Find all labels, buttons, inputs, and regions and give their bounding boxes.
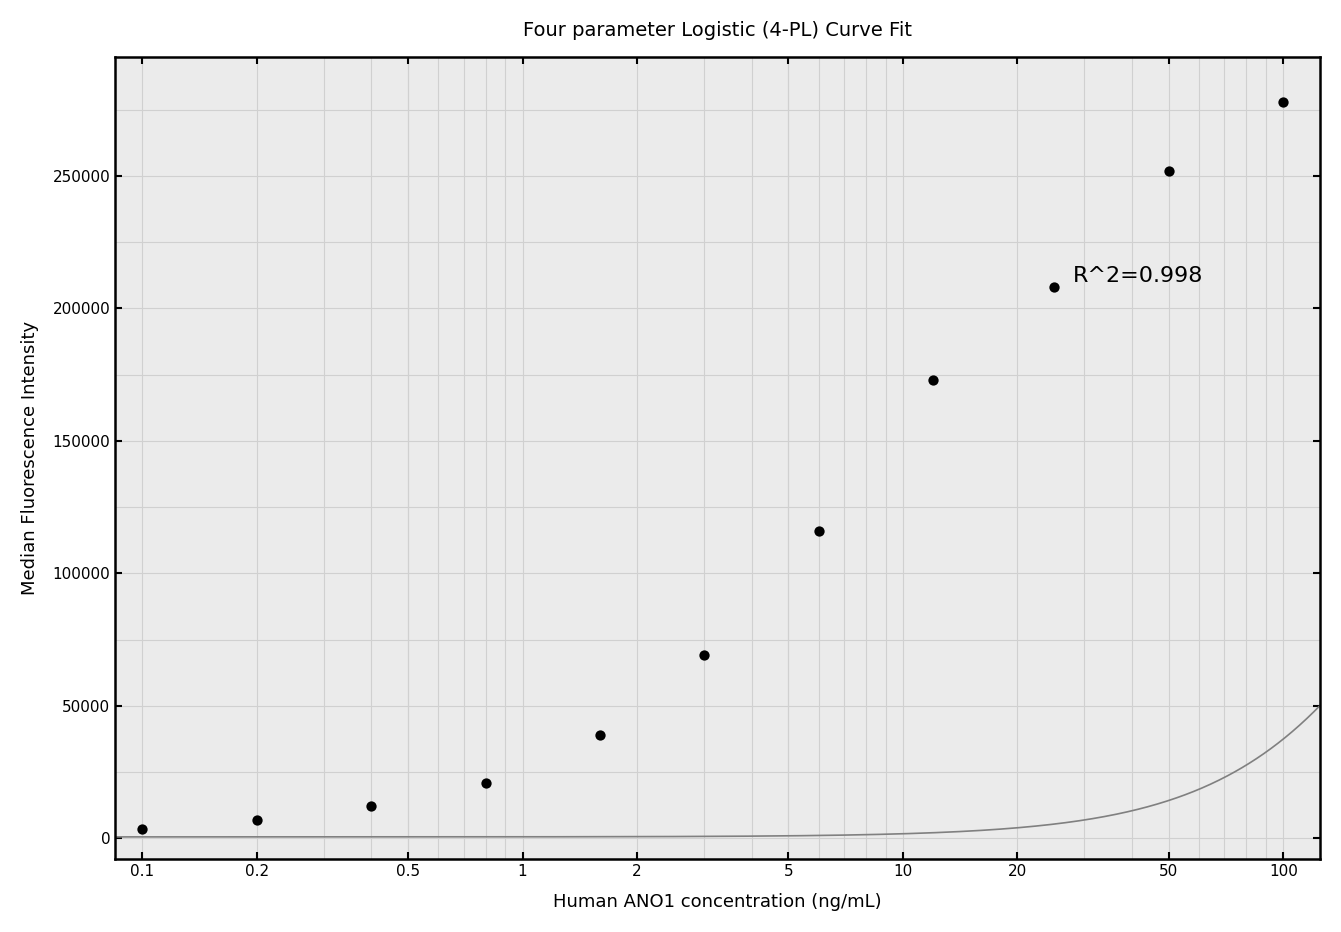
Point (590, 728, 611, 743)
Title: Four parameter Logistic (4-PL) Curve Fit: Four parameter Logistic (4-PL) Curve Fit (523, 21, 912, 40)
Point (361, 799, 382, 814)
Point (923, 373, 944, 388)
Point (245, 812, 267, 827)
Point (131, 821, 153, 836)
Point (1273, 94, 1294, 109)
Point (693, 648, 715, 663)
Point (475, 775, 496, 790)
Point (807, 524, 829, 539)
X-axis label: Human ANO1 concentration (ng/mL): Human ANO1 concentration (ng/mL) (554, 893, 882, 911)
Y-axis label: Median Fluorescence Intensity: Median Fluorescence Intensity (21, 321, 39, 596)
Point (1043, 280, 1065, 295)
Point (1159, 163, 1180, 178)
Text: R^2=0.998: R^2=0.998 (1073, 266, 1203, 286)
